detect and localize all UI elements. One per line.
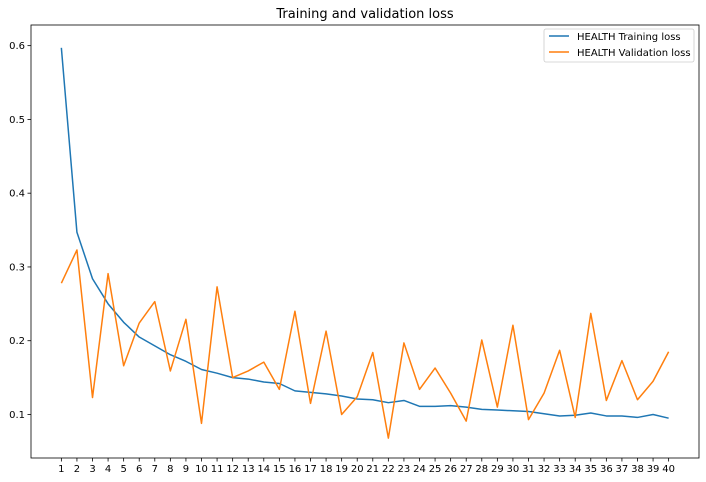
- x-tick-label: 27: [460, 464, 473, 475]
- x-tick-label: 20: [351, 464, 364, 475]
- x-tick-label: 21: [366, 464, 379, 475]
- x-tick-label: 18: [320, 464, 333, 475]
- legend-box: [543, 28, 695, 63]
- x-tick-label: 26: [444, 464, 457, 475]
- x-tick-label: 28: [475, 464, 488, 475]
- y-tick-label: 0.3: [9, 262, 25, 273]
- x-tick-label: 6: [136, 464, 142, 475]
- axis-ticks: 1 2 3 4 5 6 7 8 9 10 11 12 13 14 15 16 17 18 19 20 21 22 23 24 2…: [9, 41, 675, 475]
- x-tick-label: 13: [242, 464, 255, 475]
- x-tick-label: 24: [413, 464, 426, 475]
- x-tick-label: 2: [74, 464, 80, 475]
- x-tick-label: 12: [226, 464, 239, 475]
- plot-area: [60, 47, 670, 439]
- chart-title: Training and validation loss: [275, 7, 453, 22]
- x-tick-label: 38: [631, 464, 644, 475]
- x-tick-label: 25: [429, 464, 442, 475]
- x-tick-label: 11: [211, 464, 224, 475]
- x-tick-label: 31: [522, 464, 535, 475]
- x-tick-label: 40: [662, 464, 675, 475]
- legend-label-training: HEALTH Training loss: [577, 32, 681, 43]
- x-tick-label: 15: [273, 464, 286, 475]
- x-tick-label: 10: [195, 464, 208, 475]
- x-tick-label: 1: [58, 464, 64, 475]
- x-tick-label: 19: [335, 464, 348, 475]
- x-tick-label: 9: [183, 464, 189, 475]
- legend-label-validation: HEALTH Validation loss: [577, 48, 691, 59]
- legend: HEALTH Training loss HEALTH Validation l…: [543, 28, 695, 63]
- y-tick-label: 0.2: [9, 336, 25, 347]
- x-tick-label: 39: [647, 464, 660, 475]
- x-tick-label: 30: [507, 464, 520, 475]
- x-tick-label: 35: [584, 464, 597, 475]
- axes-frame: [30, 24, 700, 459]
- x-tick-label: 16: [289, 464, 302, 475]
- x-tick-label: 14: [257, 464, 270, 475]
- series-line-validation: [60, 249, 670, 439]
- x-tick-label: 33: [553, 464, 566, 475]
- x-tick-label: 3: [89, 464, 95, 475]
- series-line-training: [60, 47, 669, 419]
- x-tick-label: 22: [382, 464, 395, 475]
- y-tick-label: 0.5: [9, 115, 25, 126]
- x-tick-label: 37: [616, 464, 629, 475]
- x-tick-label: 5: [120, 464, 126, 475]
- x-tick-label: 4: [105, 464, 111, 475]
- y-tick-label: 0.4: [9, 189, 25, 200]
- x-tick-label: 8: [167, 464, 173, 475]
- y-tick-label: 0.6: [9, 41, 25, 52]
- x-tick-label: 7: [152, 464, 158, 475]
- x-tick-label: 36: [600, 464, 613, 475]
- x-tick-label: 17: [304, 464, 317, 475]
- y-tick-label: 0.1: [9, 410, 25, 421]
- x-tick-label: 23: [398, 464, 411, 475]
- x-tick-label: 34: [569, 464, 582, 475]
- x-tick-label: 29: [491, 464, 504, 475]
- x-tick-label: 32: [538, 464, 551, 475]
